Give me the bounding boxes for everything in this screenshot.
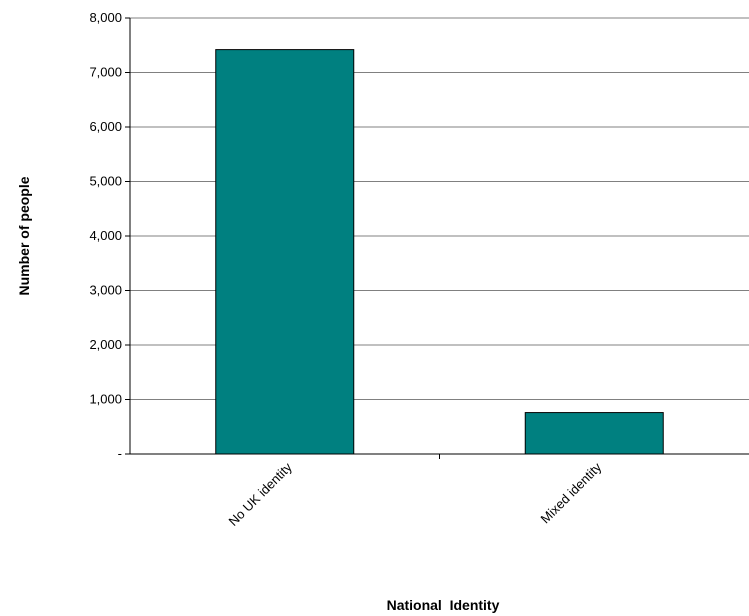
x-axis-title: National Identity xyxy=(387,597,500,613)
x-axis-ticks: No UK identity Mixed identity xyxy=(226,454,605,529)
y-tick-label: 1,000 xyxy=(89,392,122,407)
x-tick-label: No UK identity xyxy=(226,459,296,529)
bar-mixed-identity xyxy=(524,412,664,455)
y-axis-ticks: - 1,000 2,000 3,000 4,000 5,000 6,000 7,000 8,00… xyxy=(89,10,130,461)
bars xyxy=(215,49,664,455)
x-tick-label: Mixed identity xyxy=(538,459,605,526)
y-axis-title: Number of people xyxy=(16,176,32,295)
y-tick-label: 3,000 xyxy=(89,283,122,298)
y-tick-label: 4,000 xyxy=(89,228,122,243)
y-tick-label: - xyxy=(118,446,122,461)
y-tick-label: 6,000 xyxy=(89,119,122,134)
y-tick-label: 8,000 xyxy=(89,10,122,25)
y-tick-label: 5,000 xyxy=(89,174,122,189)
bar-no-uk-identity xyxy=(215,49,355,455)
y-tick-label: 2,000 xyxy=(89,337,122,352)
y-tick-label: 7,000 xyxy=(89,65,122,80)
